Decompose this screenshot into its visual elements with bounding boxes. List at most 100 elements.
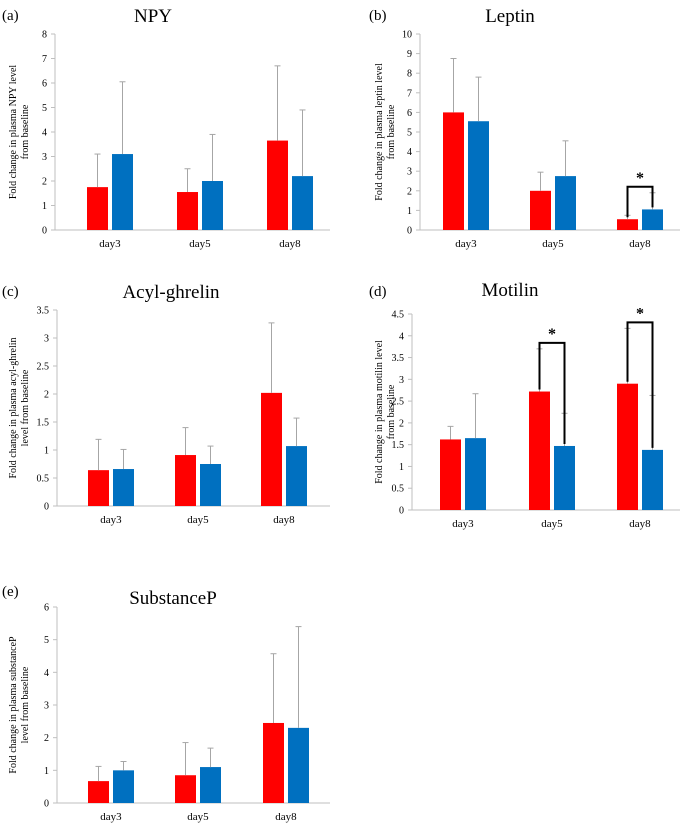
y-tick-label: 10 — [402, 30, 412, 41]
bar-series-red — [88, 470, 109, 506]
bar-series-blue — [292, 176, 313, 230]
significance-star: * — [636, 305, 644, 322]
x-category-label: day3 — [99, 238, 121, 250]
y-tick-label: 2 — [399, 418, 404, 429]
y-tick-label: 1 — [42, 201, 47, 212]
x-category-label: day5 — [189, 238, 211, 250]
x-category-label: day8 — [629, 518, 651, 530]
y-tick-label: 4 — [407, 147, 412, 158]
bar-series-blue — [113, 469, 134, 506]
significance-bracket — [626, 321, 654, 448]
bar-series-red — [529, 391, 550, 510]
bar-series-blue — [468, 121, 489, 230]
y-axis-label-line: from baseline — [386, 384, 397, 439]
y-axis-label-line: level from baseline — [20, 666, 31, 743]
bar-series-blue — [202, 181, 223, 230]
x-category-label: day5 — [542, 238, 564, 250]
y-tick-label: 4.5 — [392, 310, 405, 321]
y-axis-label-line: Fold change in plasma NPY level — [8, 65, 19, 200]
y-tick-label: 8 — [42, 30, 47, 41]
y-axis-label-line: Fold change in plasma substanceP — [8, 636, 19, 774]
bar-series-red — [617, 219, 638, 230]
y-axis-label-line: from baseline — [386, 104, 397, 159]
y-tick-label: 1.5 — [392, 440, 405, 451]
bar-series-blue — [112, 154, 133, 230]
y-tick-label: 0 — [44, 502, 49, 513]
chart-acyl-ghrelin: (c) Acyl-ghrelin Fold change in plasma acy… — [2, 282, 330, 526]
bar-series-red — [267, 140, 288, 230]
y-tick-label: 8 — [407, 69, 412, 80]
y-axis-label: Fold change in plasma substancePlevel fr… — [8, 636, 31, 774]
chart-title: SubstanceP — [129, 588, 217, 609]
y-axis-label-line: level from baseline — [20, 369, 31, 446]
panel-letter: (e) — [2, 584, 19, 600]
y-tick-label: 3.5 — [37, 306, 50, 317]
x-category-label: day5 — [187, 514, 209, 526]
x-category-label: day3 — [100, 514, 122, 526]
bar-series-red — [443, 112, 464, 230]
y-tick-label: 3.5 — [392, 353, 405, 364]
bar-series-blue — [286, 446, 307, 506]
panel-letter: (b) — [369, 8, 387, 24]
x-category-label: day3 — [455, 238, 477, 250]
x-category-label: day8 — [279, 238, 301, 250]
chart-title: NPY — [134, 6, 172, 27]
bar-series-blue — [554, 445, 575, 510]
panel-letter: (a) — [2, 8, 19, 24]
x-category-label: day8 — [273, 514, 295, 526]
y-tick-label: 2 — [44, 390, 49, 401]
y-tick-label: 1.5 — [37, 418, 50, 429]
y-tick-label: 0 — [42, 226, 47, 237]
y-tick-label: 1 — [44, 766, 49, 777]
y-tick-label: 2 — [407, 186, 412, 197]
bar-series-blue — [200, 767, 221, 803]
y-tick-label: 0.5 — [392, 484, 405, 495]
panel-letter: (d) — [369, 284, 387, 300]
bar-series-red — [87, 187, 108, 230]
y-tick-label: 5 — [42, 103, 47, 114]
y-axis-label: Fold change in plasma motilin levelfrom … — [374, 340, 397, 484]
y-tick-label: 0 — [407, 226, 412, 237]
bar-series-red — [617, 383, 638, 510]
y-tick-label: 6 — [407, 108, 412, 119]
bar-series-blue — [465, 438, 486, 510]
y-tick-label: 6 — [44, 603, 49, 614]
y-tick-label: 9 — [407, 49, 412, 60]
y-tick-label: 1 — [44, 446, 49, 457]
x-category-label: day3 — [452, 518, 474, 530]
x-category-label: day3 — [100, 811, 122, 823]
chart-motilin: (d) Motilin Fold change in plasma motilin … — [369, 280, 680, 530]
y-tick-label: 2.5 — [37, 362, 50, 373]
significance-star: * — [548, 326, 556, 343]
y-tick-label: 3 — [44, 701, 49, 712]
bar-series-blue — [200, 464, 221, 506]
y-tick-label: 0 — [399, 506, 404, 517]
y-tick-label: 7 — [42, 54, 47, 65]
bar-series-red — [175, 455, 196, 506]
chart-npy: (a) NPY Fold change in plasma NPY levelfro… — [2, 6, 330, 250]
chart-title: Leptin — [485, 6, 535, 27]
bar-series-blue — [113, 770, 134, 803]
bar-series-red — [263, 722, 284, 803]
y-tick-label: 2 — [42, 177, 47, 188]
significance-star: * — [636, 170, 644, 187]
chart-substancep: (e) SubstanceP Fold change in plasma subst… — [2, 584, 330, 823]
bar-series-blue — [642, 449, 663, 510]
y-axis-label-line: Fold change in plasma acyl-ghrelin — [8, 337, 19, 478]
y-tick-label: 4 — [399, 331, 404, 342]
bar-series-blue — [288, 727, 309, 803]
y-axis-label: Fold change in plasma NPY levelfrom base… — [8, 65, 31, 200]
bar-series-red — [530, 190, 551, 230]
bar-series-red — [177, 192, 198, 230]
y-axis-label-line: Fold change in plasma leptin level — [374, 63, 385, 201]
y-tick-label: 0 — [44, 799, 49, 810]
y-axis-label: Fold change in plasma acyl-ghrelinlevel … — [8, 337, 31, 478]
bar-series-red — [88, 781, 109, 803]
y-axis-label-line: from baseline — [20, 104, 31, 159]
x-category-label: day5 — [187, 811, 209, 823]
significance-bracket — [626, 185, 654, 218]
y-axis-label-line: Fold change in plasma motilin level — [374, 340, 385, 484]
bar-series-red — [175, 775, 196, 803]
y-axis-label: Fold change in plasma leptin levelfrom b… — [374, 63, 397, 201]
